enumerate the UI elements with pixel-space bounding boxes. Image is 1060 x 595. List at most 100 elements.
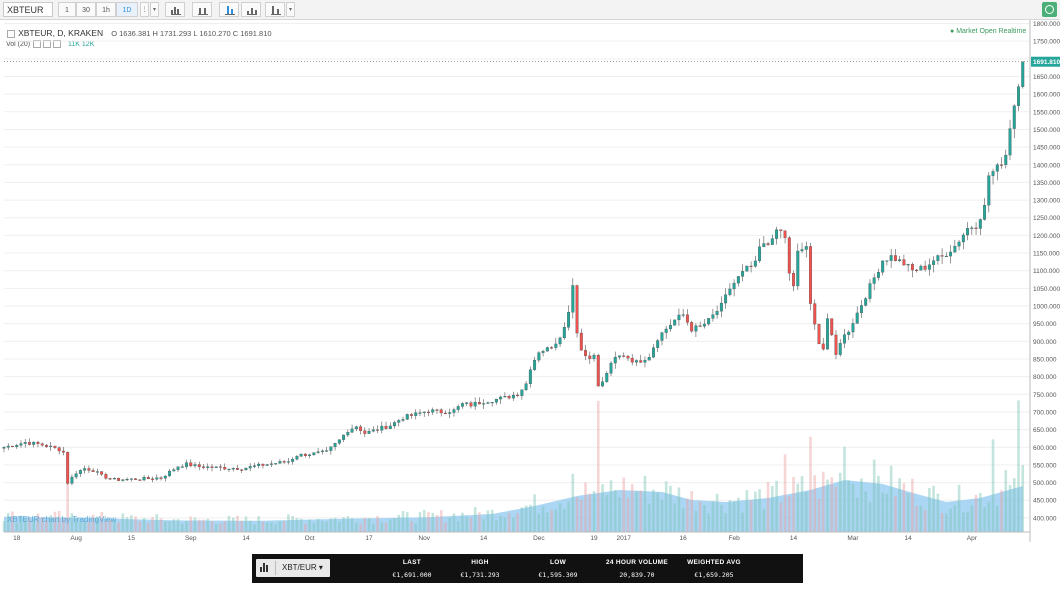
volume-bar <box>465 516 468 532</box>
templates-dropdown-icon[interactable]: ▾ <box>286 2 295 17</box>
volume-bar <box>134 516 137 532</box>
interval-1m-button[interactable]: 1 <box>58 2 76 17</box>
price-tick-label: 850.000 <box>1033 356 1057 363</box>
candle-body <box>248 466 252 469</box>
volume-bar <box>915 505 918 532</box>
series-legend: XBTEUR, D, KRAKEN O 1636.381 H 1731.293 … <box>6 28 272 39</box>
volume-settings-icon[interactable] <box>33 40 42 48</box>
volume-bar <box>758 489 761 532</box>
volume-bar <box>541 506 545 532</box>
volume-bar <box>66 482 69 532</box>
candle-body <box>320 450 324 452</box>
volume-bar <box>906 493 910 532</box>
drawing-icon[interactable] <box>241 2 261 17</box>
volume-bar <box>473 507 477 532</box>
candle-body <box>796 250 800 287</box>
candle-body <box>652 347 655 358</box>
candle-body <box>265 464 269 466</box>
candle-body <box>736 276 740 284</box>
volume-bar <box>210 521 214 532</box>
volume-bar <box>350 518 354 532</box>
volume-remove-icon[interactable] <box>53 40 62 48</box>
pair-selector-button[interactable]: XBT/EUR ▾ <box>256 559 330 577</box>
candle-body <box>117 478 121 481</box>
volume-bar <box>244 516 248 532</box>
volume-bar <box>410 521 413 532</box>
candle-body <box>843 334 846 344</box>
chart-watermark[interactable]: XBTEUR chart by TradingView <box>7 515 116 524</box>
candle-body <box>881 260 885 273</box>
candle-body <box>681 314 685 316</box>
volume-bar <box>363 517 367 532</box>
candle-body <box>889 255 893 261</box>
volume-bar <box>359 523 362 532</box>
collapse-legend-icon[interactable] <box>7 30 15 39</box>
candle-body <box>770 238 774 245</box>
candle-body <box>473 402 477 407</box>
candle-body <box>643 359 647 363</box>
market-status-label: Market Open Realtime <box>956 28 1027 35</box>
volume-bar <box>308 519 311 532</box>
volume-bar <box>265 522 269 532</box>
volume-bar <box>270 522 273 532</box>
candle-body <box>185 462 188 467</box>
volume-bar <box>724 513 727 532</box>
volume-bar <box>571 473 575 532</box>
price-chart[interactable]: 400.000 450.000 500.000 550.000 600.000 650.0… <box>0 20 1060 544</box>
volume-bar <box>945 513 948 532</box>
compare-icon[interactable] <box>192 2 212 17</box>
volume-hide-icon[interactable] <box>43 40 52 48</box>
interval-1h-button[interactable]: 1h <box>96 2 116 17</box>
candle-body <box>520 389 524 396</box>
interval-30m-button[interactable]: 30 <box>76 2 96 17</box>
candle-body <box>388 425 392 429</box>
volume-bar <box>57 511 61 532</box>
stat-low-value: €1,595.309 <box>538 571 578 579</box>
candle-body <box>758 246 762 262</box>
volume-bar <box>877 475 880 532</box>
candle-body <box>592 354 596 359</box>
candle-body <box>486 402 490 404</box>
more-icon[interactable]: ⋮ <box>140 2 149 17</box>
indicators-icon[interactable] <box>219 2 239 17</box>
time-tick-label: Apr <box>967 535 978 542</box>
volume-bar <box>847 480 851 532</box>
volume-bar <box>486 510 490 532</box>
volume-bar <box>894 495 897 532</box>
candle-body <box>83 468 87 471</box>
volume-bar <box>257 516 260 532</box>
interval-1d-button[interactable]: 1D <box>116 2 138 17</box>
time-tick-label: 18 <box>13 535 21 542</box>
candle-body <box>834 334 838 355</box>
volume-bar <box>499 515 502 532</box>
candle-body <box>444 412 447 414</box>
time-axis[interactable]: 18 Aug 15 Sep 14 Oct 17 Nov 14 Dec 19 2017 16 Feb 14 Ma… <box>4 531 1030 542</box>
candle-body <box>337 439 341 444</box>
volume-bar <box>79 522 82 532</box>
candle-body <box>494 398 498 403</box>
volume-bar <box>592 491 596 532</box>
volume-bar <box>355 522 358 532</box>
candle-body <box>991 171 995 176</box>
volume-bar <box>427 511 430 532</box>
volume-bar <box>732 501 736 532</box>
volume-bar <box>605 494 609 532</box>
candle-body <box>698 325 702 327</box>
chart-style-icon[interactable] <box>165 2 185 17</box>
legend-symbol: XBTEUR, D, KRAKEN <box>18 28 104 38</box>
templates-icon[interactable] <box>265 2 285 17</box>
interval-dropdown-icon[interactable]: ▾ <box>150 2 159 17</box>
candle-body <box>346 432 350 436</box>
candle-body <box>155 477 159 480</box>
candle-body <box>677 314 681 321</box>
clock-icon[interactable] <box>1042 2 1057 17</box>
volume-bar <box>622 477 626 532</box>
price-axis[interactable]: 400.000 450.000 500.000 550.000 600.000 650.0… <box>1029 20 1060 542</box>
symbol-search-input[interactable]: XBTEUR <box>3 2 53 17</box>
volume-bar <box>431 512 435 532</box>
volume-bar <box>563 508 566 532</box>
volume-bar <box>2 521 6 532</box>
volume-bar <box>957 484 961 532</box>
pair-separator <box>275 561 276 575</box>
candle-body <box>613 356 617 364</box>
